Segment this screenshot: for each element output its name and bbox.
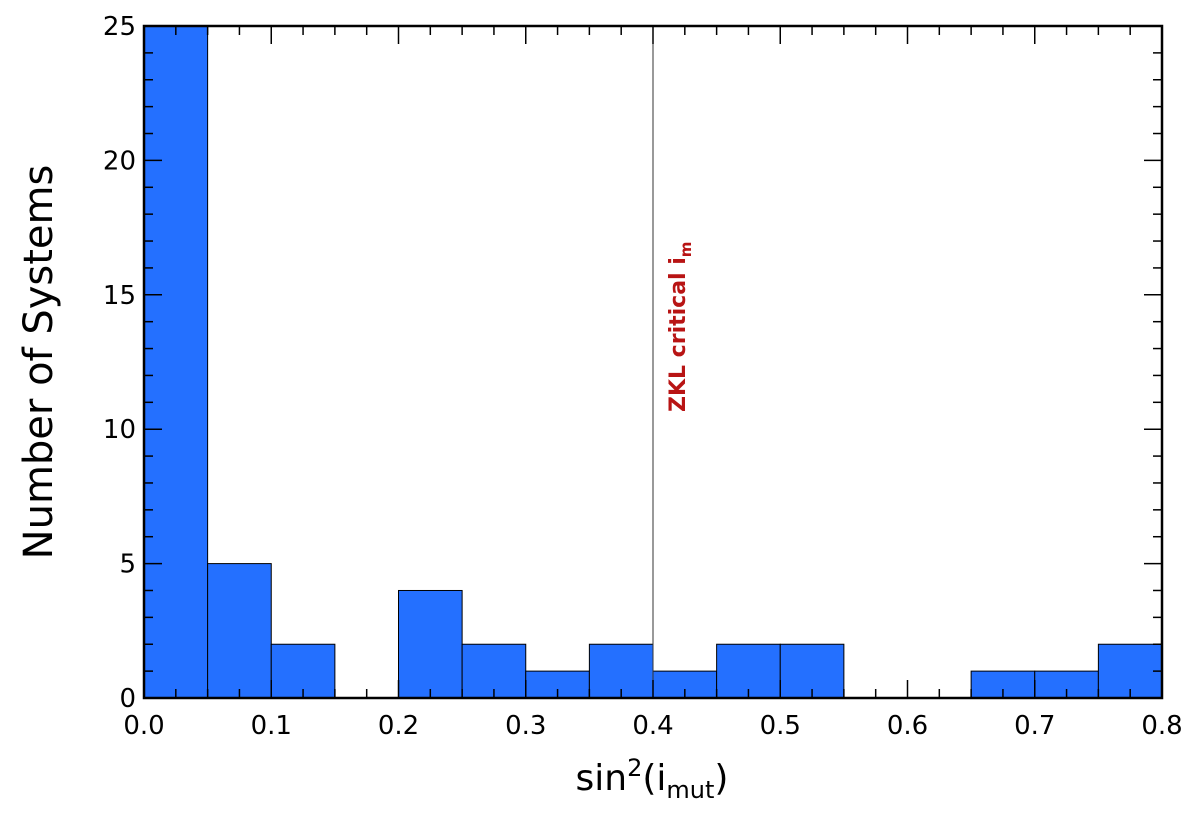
histogram-bar-1 [207,563,272,699]
zkl-critical-label: ZKL critical im [666,242,695,412]
y-tick-label-5: 25 [103,12,136,42]
histogram-bar-2 [270,643,336,699]
zkl-critical-label-sub: m [677,242,695,258]
x-axis-title-base: sin [576,758,628,799]
x-tick-labels: 0.0 0.1 0.2 0.3 0.4 0.5 0.6 0.7 0.8 [123,711,1182,741]
x-axis-title-sub: mut [666,776,714,804]
x-tick-label-5: 0.5 [760,711,801,741]
x-tick-label-0: 0.0 [123,711,164,741]
x-tick-label-1: 0.1 [251,711,292,741]
y-tick-label-3: 15 [103,281,136,311]
zkl-critical-label-text: ZKL critical i [666,257,691,412]
x-tick-label-2: 0.2 [378,711,419,741]
y-tick-labels: 0 5 10 15 20 25 [103,12,136,714]
y-tick-label-2: 10 [103,415,136,445]
x-tick-label-8: 0.8 [1141,711,1182,741]
x-tick-label-4: 0.4 [632,711,673,741]
y-tick-label-1: 5 [119,550,136,580]
y-axis-title: Number of Systems [16,165,62,560]
x-axis-title-open: (i [642,758,666,799]
x-tick-label-6: 0.6 [887,711,928,741]
y-tick-label-0: 0 [119,684,136,714]
x-axis-title: sin2(imut) [576,754,729,804]
y-tick-label-4: 20 [103,146,136,176]
x-axis-title-sup: 2 [627,754,642,782]
bars-group [143,25,1163,699]
histogram-bar-4 [398,589,463,699]
x-tick-label-3: 0.3 [505,711,546,741]
x-tick-label-7: 0.7 [1014,711,1055,741]
plot-frame [142,24,1164,700]
histogram-bar-0 [143,25,209,699]
x-axis-title-close: ) [714,758,728,799]
